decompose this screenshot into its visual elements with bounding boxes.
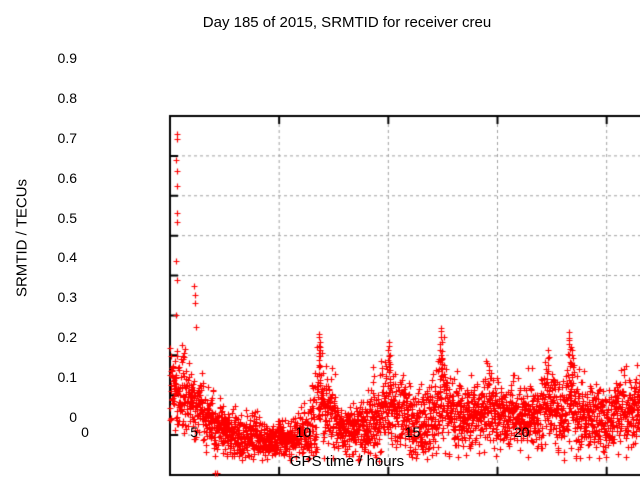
- y-tick-label: 0.4: [57, 249, 77, 266]
- x-axis-label: GPS time / hours: [289, 453, 405, 470]
- y-tick-label: 0.7: [57, 129, 77, 146]
- chart-title: Day 185 of 2015, SRMTID for receiver cre…: [202, 14, 492, 31]
- y-tick-label: 0: [69, 409, 77, 425]
- y-tick-label: 0.6: [57, 169, 77, 186]
- y-tick-label: 0.1: [57, 369, 77, 386]
- x-tick-label: 10: [295, 424, 312, 440]
- x-tick-label: 0: [81, 424, 89, 440]
- y-tick-label: 0.5: [57, 209, 77, 226]
- y-tick-label: 0.8: [57, 89, 77, 106]
- plot-area: [85, 58, 640, 480]
- y-tick-label: 0.3: [57, 289, 77, 306]
- x-tick-label: 20: [513, 424, 530, 440]
- y-tick-label: 0.2: [57, 329, 77, 346]
- x-tick-label: 15: [404, 424, 421, 440]
- y-tick-label: 0.9: [57, 50, 77, 66]
- x-tick-label: 5: [190, 424, 199, 440]
- y-axis-label: SRMTID / TECUs: [13, 178, 31, 298]
- scatter-plot-canvas: [162, 108, 640, 480]
